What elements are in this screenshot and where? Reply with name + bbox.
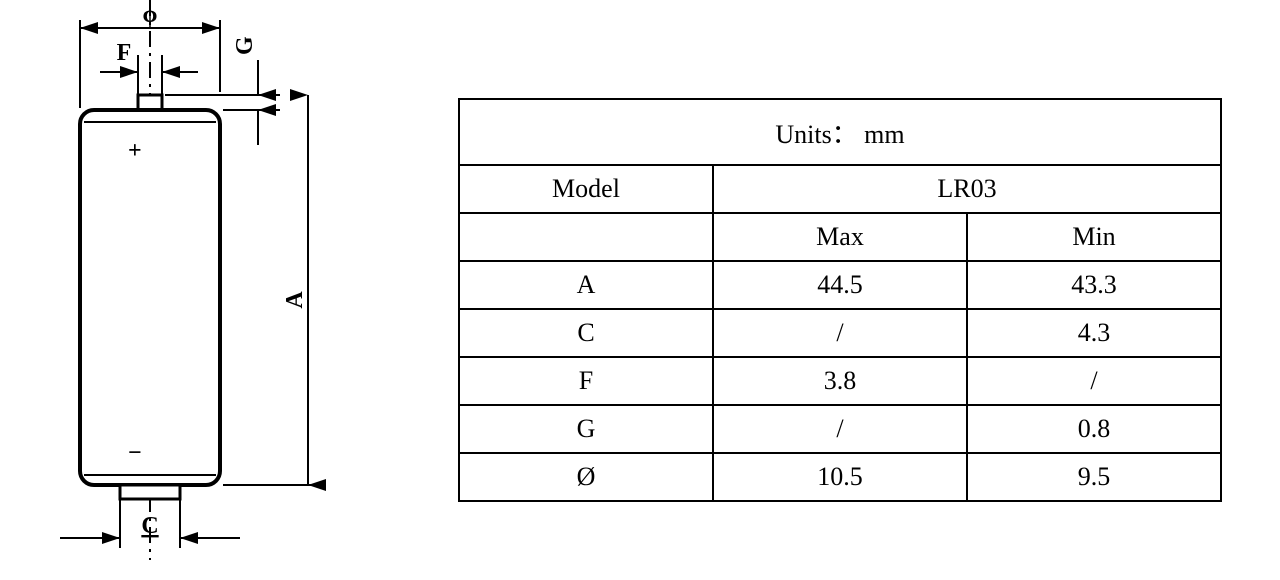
table-row: G / 0.8 [459,405,1221,453]
dim-name: A [459,261,713,309]
min-header: Min [967,213,1221,261]
c-label: C [141,513,158,539]
dim-min: / [967,357,1221,405]
plus-symbol: + [128,138,142,164]
dimensions-table: Units： mm Model LR03 Max Min A 44.5 43.3… [458,98,1222,502]
table-row: Ø 10.5 9.5 [459,453,1221,501]
g-label: G [232,36,258,55]
units-cell: Units： mm [459,99,1221,165]
dim-max: / [713,309,967,357]
dim-name: Ø [459,453,713,501]
dim-max: / [713,405,967,453]
model-value-cell: LR03 [713,165,1221,213]
dim-name: C [459,309,713,357]
dim-min: 9.5 [967,453,1221,501]
battery-dimension-diagram: ϕ F G [30,0,340,560]
dim-min: 0.8 [967,405,1221,453]
model-label-cell: Model [459,165,713,213]
table-row: C / 4.3 [459,309,1221,357]
table-row: F 3.8 / [459,357,1221,405]
dim-min: 4.3 [967,309,1221,357]
table-row: A 44.5 43.3 [459,261,1221,309]
dim-min: 43.3 [967,261,1221,309]
f-label: F [117,40,132,66]
dim-max: 44.5 [713,261,967,309]
phi-label: ϕ [143,2,158,28]
a-label: A [282,291,308,309]
dim-max: 10.5 [713,453,967,501]
dim-max: 3.8 [713,357,967,405]
minus-symbol: − [128,440,142,466]
max-header: Max [713,213,967,261]
dim-name: G [459,405,713,453]
blank-cell [459,213,713,261]
dim-name: F [459,357,713,405]
